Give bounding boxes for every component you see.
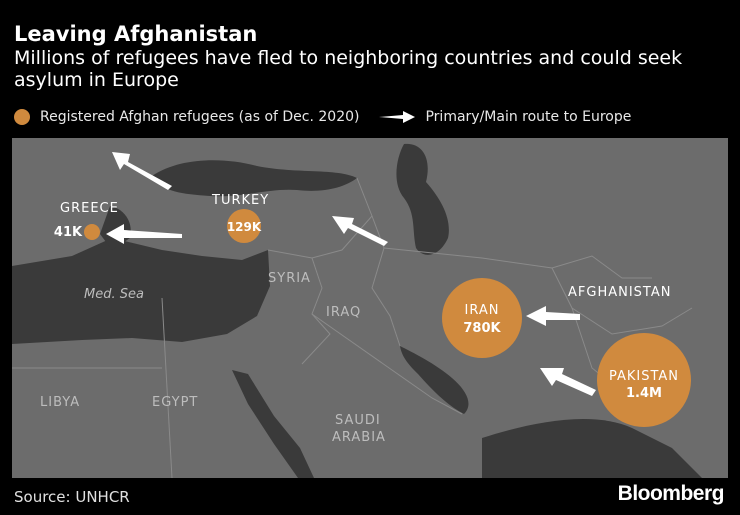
- circle-pakistan: [597, 333, 691, 427]
- label-afghanistan: AFGHANISTAN: [568, 285, 671, 300]
- route-arrow-turkey-to-greece: [106, 224, 182, 244]
- mediterranean-sea: [12, 238, 270, 344]
- circle-turkey: [227, 209, 261, 243]
- water-bodies: [12, 143, 702, 478]
- label-pakistan: PAKISTAN: [609, 369, 679, 384]
- legend-circle-label: Registered Afghan refugees (as of Dec. 2…: [40, 109, 360, 125]
- value-greece: 41K: [54, 225, 83, 240]
- legend: Registered Afghan refugees (as of Dec. 2…: [14, 107, 631, 127]
- label-med-sea: Med. Sea: [84, 287, 144, 302]
- label-arabia: ARABIA: [332, 430, 386, 445]
- label-greece: GREECE: [60, 201, 119, 216]
- circle-greece: [84, 224, 100, 240]
- refugee-circles: [84, 209, 691, 427]
- chart-subtitle: Millions of refugees have fled to neighb…: [14, 47, 683, 91]
- label-libya: LIBYA: [40, 395, 80, 410]
- black-sea: [152, 160, 357, 197]
- circle-iran: [442, 278, 522, 358]
- source-note: Source: UNHCR: [14, 488, 130, 506]
- label-iran: IRAN: [465, 303, 500, 318]
- label-saudi: SAUDI: [335, 413, 381, 428]
- label-turkey: TURKEY: [211, 193, 269, 208]
- value-pakistan: 1.4M: [626, 386, 662, 401]
- arabian-sea: [482, 419, 702, 478]
- caspian-sea: [396, 143, 449, 255]
- refugee-circle-legend-icon: [14, 109, 30, 125]
- route-arrow-iran-to-turkey: [332, 216, 388, 246]
- label-iraq: IRAQ: [326, 305, 361, 320]
- value-iran: 780K: [463, 321, 501, 336]
- route-arrow-pakistan-to-iran: [540, 368, 596, 396]
- route-arrows: [106, 152, 596, 396]
- map: TURKEY GREECE SYRIA IRAQ AFGHANISTAN LIB…: [12, 138, 728, 478]
- map-canvas: TURKEY GREECE SYRIA IRAQ AFGHANISTAN LIB…: [12, 143, 702, 478]
- route-arrow-afghanistan-to-iran: [526, 306, 580, 326]
- bloomberg-logo: Bloomberg: [617, 482, 725, 505]
- legend-arrow-label: Primary/Main route to Europe: [425, 109, 632, 125]
- route-arrow-to-europe: [112, 152, 172, 190]
- persian-gulf: [400, 346, 469, 414]
- label-syria: SYRIA: [268, 271, 311, 286]
- red-sea: [232, 370, 314, 478]
- label-egypt: EGYPT: [152, 395, 198, 410]
- country-borders: [12, 177, 693, 478]
- route-arrow-legend-icon: [379, 111, 416, 123]
- label-saudi-arabia: SAUDI ARABIA: [332, 413, 386, 445]
- chart-title: Leaving Afghanistan: [14, 22, 258, 46]
- value-turkey: 129K: [227, 220, 262, 234]
